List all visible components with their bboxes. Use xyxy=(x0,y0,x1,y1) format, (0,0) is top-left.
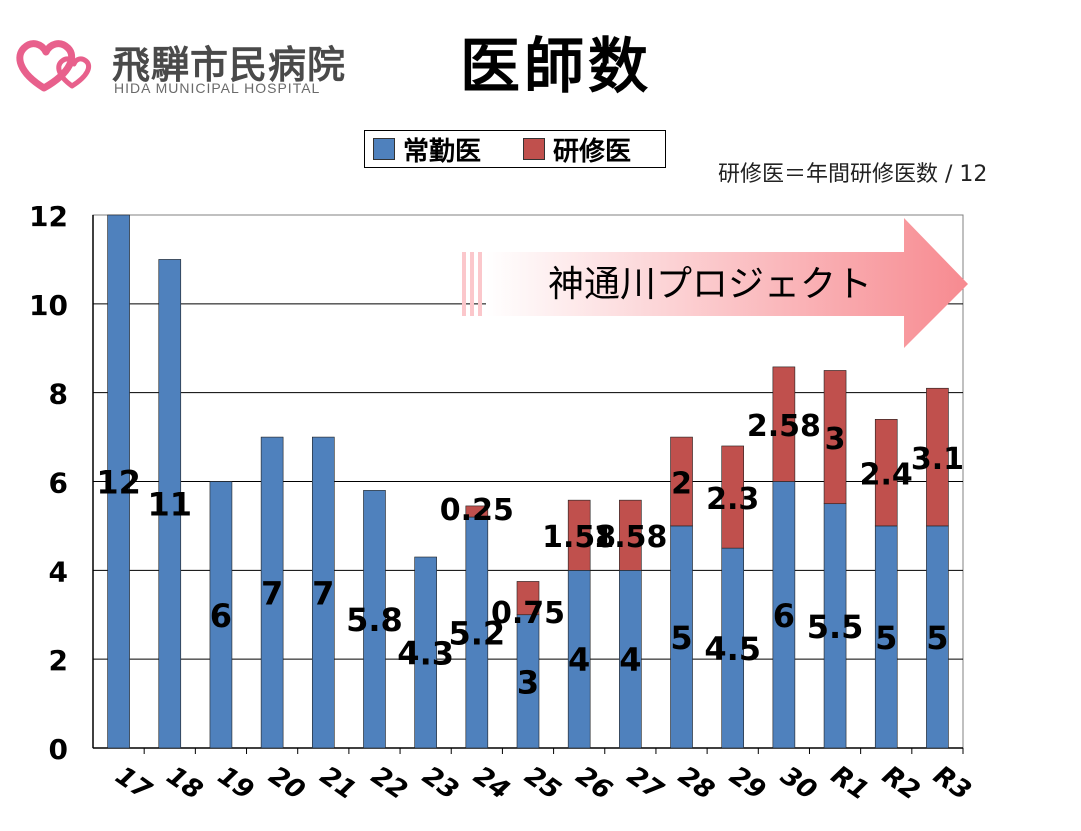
x-tick-label: 21 xyxy=(314,761,361,806)
hospital-logo: 飛騨市民病院 HIDA MUNICIPAL HOSPITAL xyxy=(14,34,359,98)
banner-stripe xyxy=(470,252,474,316)
data-label-regular: 5.8 xyxy=(346,601,403,639)
data-label-regular: 5 xyxy=(926,619,948,657)
banner-stripe xyxy=(462,252,466,316)
x-tick-label: R3 xyxy=(928,760,976,806)
y-tick-label: 4 xyxy=(49,555,68,588)
x-tick-label: 26 xyxy=(570,761,617,806)
data-label-regular: 5.5 xyxy=(807,608,864,646)
x-tick-label: 25 xyxy=(519,761,566,806)
y-tick-label: 0 xyxy=(49,733,68,766)
data-label-resident: 2.4 xyxy=(860,458,913,493)
y-tick-label: 10 xyxy=(29,289,68,322)
hospital-name: 飛騨市民病院 xyxy=(112,43,347,87)
data-label-regular: 5.2 xyxy=(448,615,505,653)
x-tick-label: 19 xyxy=(212,761,259,806)
x-tick-label: 20 xyxy=(263,761,310,806)
bar-regular xyxy=(158,259,182,749)
project-label: 神通川プロジェクト xyxy=(548,264,872,305)
heart-logo-icon xyxy=(16,40,92,92)
data-label-regular: 6 xyxy=(210,597,232,635)
bar-resident xyxy=(619,499,642,571)
data-label-regular: 3 xyxy=(517,663,539,701)
data-label-regular: 12 xyxy=(96,464,141,502)
bar-resident xyxy=(772,366,796,482)
y-tick-label: 6 xyxy=(49,467,68,500)
data-label-regular: 7 xyxy=(261,575,283,613)
bar-resident xyxy=(567,499,591,571)
x-tick-label: 29 xyxy=(724,761,771,806)
data-label-resident: 1.58 xyxy=(593,520,667,555)
legend-label-regular: 常勤医 xyxy=(403,136,482,167)
x-tick-label: 23 xyxy=(417,761,464,806)
hospital-subtitle: HIDA MUNICIPAL HOSPITAL xyxy=(114,80,321,96)
data-label-regular: 6 xyxy=(773,597,795,635)
x-tick-label: 22 xyxy=(366,761,413,806)
bar-resident xyxy=(516,581,540,616)
data-label-regular: 4.3 xyxy=(397,635,454,673)
bar-regular xyxy=(311,436,335,749)
page-title: 医師数 xyxy=(460,32,652,102)
legend-label-resident: 研修医 xyxy=(553,136,632,167)
y-tick-label: 2 xyxy=(49,644,68,677)
x-tick-label: R1 xyxy=(825,760,873,806)
data-label-regular: 4 xyxy=(619,641,641,679)
data-label-regular: 4.5 xyxy=(704,630,761,668)
legend-swatch-resident xyxy=(523,138,545,160)
legend-swatch-regular xyxy=(373,138,395,160)
data-label-resident: 0.75 xyxy=(491,596,565,631)
data-label-resident: 2 xyxy=(671,467,692,502)
bar-resident xyxy=(670,436,693,527)
x-tick-label: 24 xyxy=(468,761,515,806)
bar-resident xyxy=(823,370,847,505)
bar-resident xyxy=(926,387,949,527)
legend-item-resident: 研修医 xyxy=(523,135,631,167)
y-tick-label: 12 xyxy=(29,200,68,233)
bar-resident xyxy=(465,505,489,518)
bar-resident xyxy=(874,419,898,527)
data-label-resident: 1.58 xyxy=(542,520,616,555)
x-tick-label: 17 xyxy=(110,761,158,807)
x-tick-label: 27 xyxy=(622,761,670,807)
data-label-regular: 7 xyxy=(312,575,334,613)
data-label-regular: 5 xyxy=(670,619,692,657)
bar-regular xyxy=(209,481,233,749)
legend-item-regular: 常勤医 xyxy=(373,135,481,167)
bar-regular xyxy=(414,556,437,749)
y-tick-label: 8 xyxy=(49,378,68,411)
data-label-resident: 3 xyxy=(825,422,846,457)
x-tick-label: 18 xyxy=(161,761,208,806)
x-tick-label: 28 xyxy=(673,761,720,806)
banner-stripe xyxy=(478,252,482,316)
data-label-resident: 0.25 xyxy=(440,493,514,528)
data-label-regular: 11 xyxy=(147,486,192,524)
bar-regular xyxy=(260,436,284,749)
data-label-resident: 3.1 xyxy=(911,442,964,477)
data-label-resident: 2.58 xyxy=(747,409,821,444)
data-label-regular: 4 xyxy=(568,641,590,679)
bar-resident xyxy=(721,445,745,549)
chart-legend: 常勤医 研修医 xyxy=(364,130,666,168)
bar-regular xyxy=(107,214,130,749)
x-tick-label: R2 xyxy=(877,760,925,806)
x-tick-label: 30 xyxy=(775,761,822,806)
project-arrow xyxy=(486,218,968,348)
data-label-resident: 2.3 xyxy=(706,482,759,517)
bar-regular xyxy=(363,490,386,749)
note-text: 研修医＝年間研修医数 / 12 xyxy=(718,162,988,187)
data-label-regular: 5 xyxy=(875,619,897,657)
